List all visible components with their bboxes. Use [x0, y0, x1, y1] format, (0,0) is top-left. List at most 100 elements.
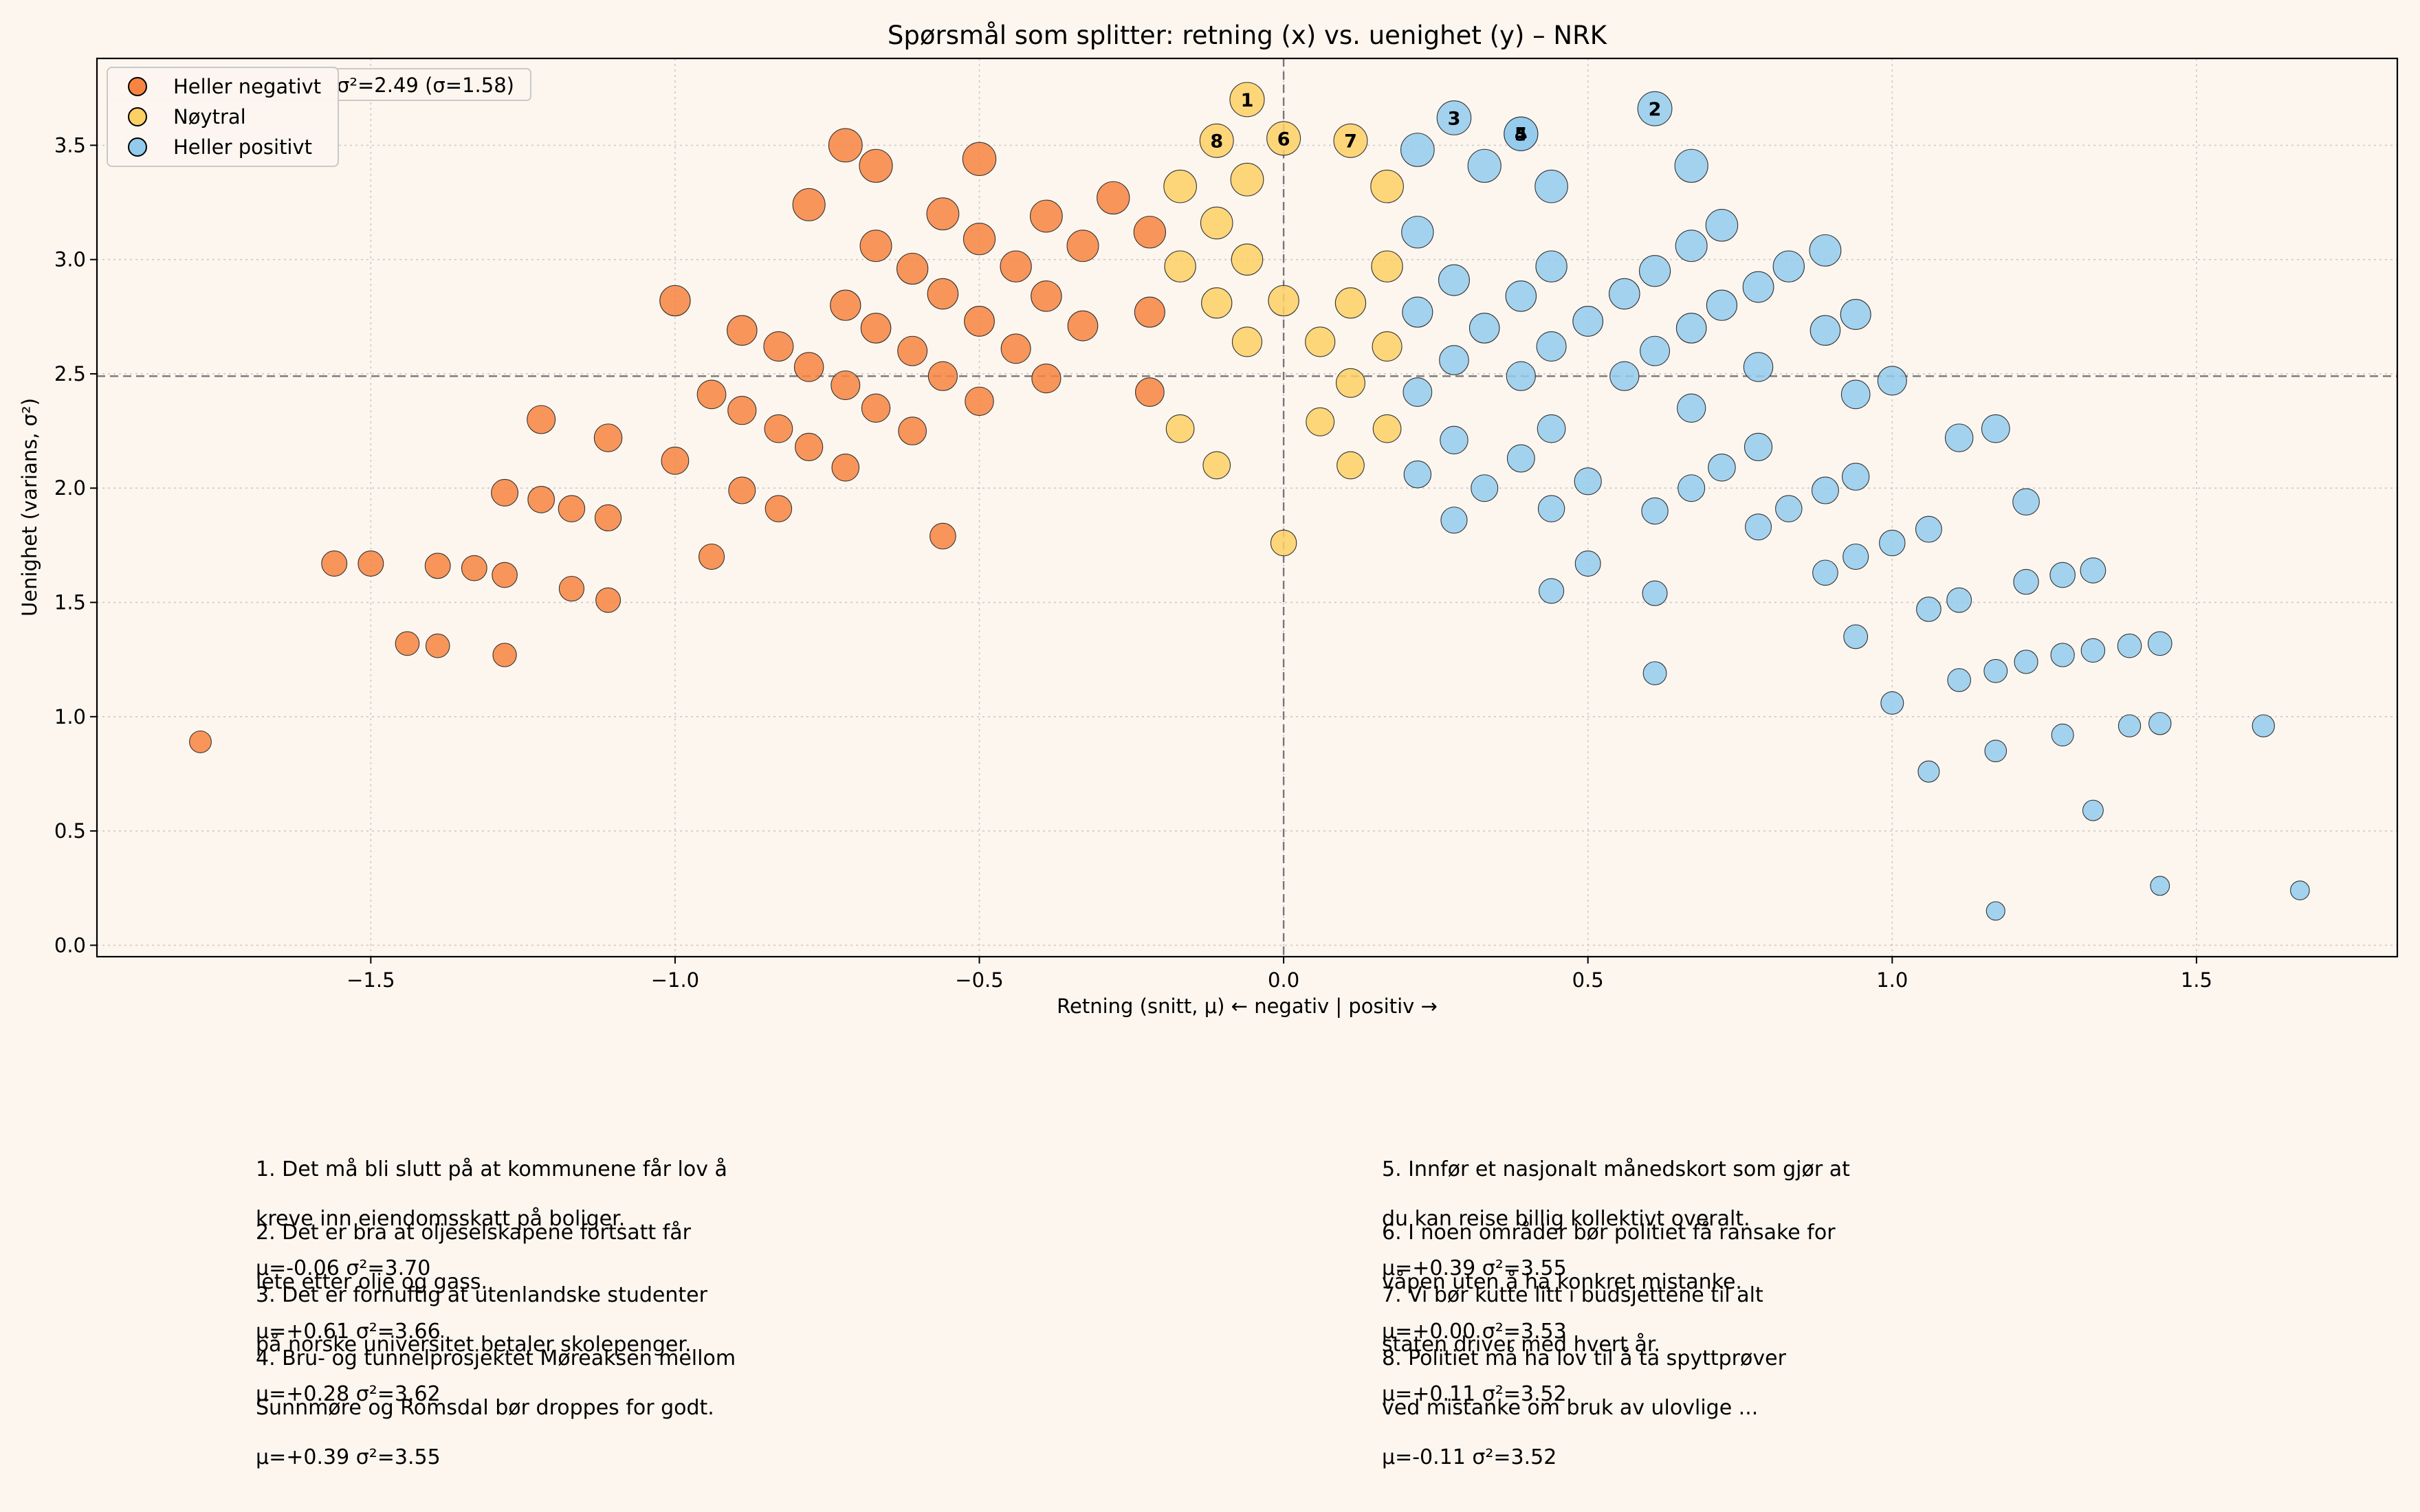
point-negative: [1097, 181, 1130, 215]
legend-marker: [128, 107, 147, 126]
point-positive: [2117, 633, 2142, 658]
note-stats: μ=-0.11 σ²=3.52: [1382, 1445, 1557, 1469]
point-negative: [358, 551, 384, 577]
x-tick-label: 0.0: [1268, 968, 1299, 992]
point-negative: [792, 188, 826, 221]
point-positive: [1440, 507, 1468, 534]
point-positive: [1400, 133, 1435, 167]
point-positive: [1535, 250, 1568, 282]
point-neutral: [1336, 451, 1365, 480]
point-neutral: [1333, 123, 1368, 158]
point-number-label: 1: [1241, 90, 1254, 111]
point-positive: [1944, 423, 1974, 452]
point-negative: [595, 587, 622, 613]
point-positive: [1674, 148, 1708, 183]
point-positive: [1539, 578, 1565, 604]
note-text-line: 7. Vi bør kutte litt i budsjettene til a…: [1382, 1283, 1763, 1307]
point-negative: [461, 555, 487, 581]
point-negative: [527, 405, 556, 434]
legend-marker: [128, 137, 147, 157]
point-negative: [964, 306, 995, 337]
point-negative: [927, 278, 959, 310]
point-neutral: [1229, 82, 1265, 118]
point-positive: [2290, 880, 2310, 900]
point-negative: [927, 361, 958, 391]
note-text-line: ved mistanke om bruk av ulovlige ...: [1382, 1396, 1759, 1420]
point-positive: [1536, 331, 1567, 362]
note-stats: μ=+0.61 σ²=3.66: [256, 1320, 441, 1344]
point-neutral: [1231, 326, 1263, 357]
point-positive: [1877, 366, 1907, 396]
point-positive: [2051, 723, 2074, 746]
note-text-line: Sunnmøre og Romsdal bør droppes for godt…: [256, 1396, 714, 1420]
point-positive: [1640, 335, 1671, 366]
point-negative: [1031, 280, 1062, 312]
note-3: 3. Det er fornuftig at utenlandske stude…: [256, 1258, 707, 1432]
point-negative: [962, 223, 996, 256]
point-negative: [1031, 364, 1062, 394]
point-positive: [1840, 298, 1871, 330]
y-axis: 0.0 0.5 1.0 1.5 2.0 2.5 3.0 3.5: [54, 133, 97, 957]
point-positive: [1840, 379, 1871, 410]
y-axis-label: Uenighet (varians, σ²): [18, 398, 41, 616]
mean-line-label: σ²=2.49 (σ=1.58): [337, 74, 514, 97]
point-positive: [1708, 453, 1736, 482]
point-positive: [1916, 597, 1942, 622]
point-number-label: 5: [1515, 124, 1528, 146]
point-negative: [491, 478, 519, 507]
point-negative: [321, 551, 348, 577]
point-negative: [698, 543, 725, 570]
point-positive: [1677, 393, 1706, 423]
point-number-label: 8: [1210, 131, 1223, 153]
note-1: 1. Det må bli slutt på at kommunene får …: [256, 1133, 727, 1306]
point-positive: [1984, 740, 2008, 762]
point-neutral: [1163, 169, 1197, 203]
point-negative: [593, 423, 623, 452]
note-stats: μ=+0.39 σ²=3.55: [1382, 1256, 1567, 1280]
y-tick-label: 3.0: [54, 248, 86, 271]
point-negative: [859, 148, 893, 183]
point-positive: [1471, 474, 1499, 502]
point-number-label: 4: [1515, 124, 1528, 146]
point-positive: [1981, 414, 2010, 443]
point-positive: [1983, 658, 2008, 683]
point-positive: [1537, 495, 1565, 522]
note-text-line: 2. Det er bra at oljeselskapene fortsatt…: [256, 1221, 691, 1245]
x-tick-label: −0.5: [955, 968, 1003, 992]
point-negative: [189, 730, 212, 753]
point-negative: [728, 476, 756, 504]
point-negative: [828, 128, 863, 163]
point-positive: [1641, 497, 1669, 525]
point-negative: [930, 522, 956, 550]
point-positive: [1812, 559, 1838, 586]
point-positive: [1843, 624, 1869, 649]
point-positive: [2118, 714, 2142, 737]
y-tick-label: 1.0: [54, 705, 86, 729]
point-neutral: [1266, 121, 1301, 156]
point-positive: [1947, 668, 1971, 692]
point-positive: [1705, 209, 1739, 242]
point-positive: [2147, 631, 2172, 656]
y-tick-label: 0.5: [54, 819, 86, 843]
point-positive: [1506, 444, 1535, 473]
legend-box: [107, 67, 339, 167]
point-neutral: [1370, 169, 1404, 203]
note-text-line: kreve inn eiendomsskatt på boliger.: [256, 1207, 626, 1231]
note-stats: μ=+0.39 σ²=3.55: [256, 1445, 441, 1469]
point-neutral: [1201, 287, 1233, 319]
point-negative: [793, 352, 824, 382]
point-negative: [859, 230, 892, 263]
point-neutral: [1200, 206, 1233, 240]
point-negative: [558, 575, 585, 602]
point-positive: [2252, 714, 2275, 737]
point-negative: [1134, 296, 1165, 328]
point-negative: [727, 315, 758, 346]
point-negative: [764, 495, 793, 522]
point-positive: [1678, 474, 1706, 502]
point-positive: [1841, 463, 1870, 491]
point-negative: [594, 504, 622, 532]
point-positive: [1744, 432, 1773, 461]
point-neutral: [1306, 407, 1335, 436]
point-negative: [1000, 250, 1032, 282]
point-neutral: [1335, 368, 1366, 398]
